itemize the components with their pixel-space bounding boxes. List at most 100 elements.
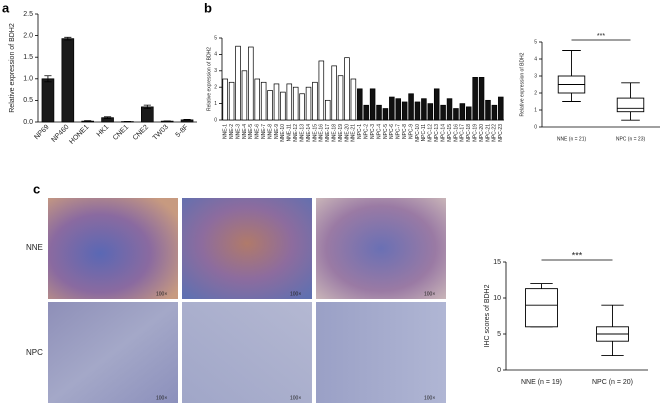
magnification: 100× [156, 291, 167, 297]
y-axis-label: Relative expression of BDH2 [206, 47, 212, 111]
x-tick-label: NPC-9 [408, 124, 414, 139]
x-tick-label: NNE-14 [306, 124, 312, 142]
x-tick-label: CNE2 [132, 124, 150, 142]
x-tick-label: NNE (n = 21) [557, 136, 587, 142]
bar [324, 99, 331, 121]
x-tick-label: NPC-23 [498, 124, 504, 142]
error-bar [84, 120, 92, 122]
bar [408, 93, 414, 121]
whisker-high [621, 82, 640, 99]
bar [465, 106, 472, 121]
y-tick-label: 2.0 [23, 32, 33, 39]
y-tick-label: 5 [214, 35, 217, 41]
micrograph [182, 302, 312, 403]
error-bar [183, 119, 191, 121]
box [616, 97, 645, 113]
x-tick-label: NNE-15 [312, 124, 318, 142]
x-tick-label: HK1 [96, 124, 111, 139]
bar [376, 104, 382, 121]
x-tick-label: NNE-5 [248, 124, 254, 139]
x-tick-label: NNE-8 [267, 124, 273, 139]
panel-label: b [204, 0, 212, 15]
x-tick-label: NNE-2 [229, 124, 235, 139]
x-tick-label: NNE-3 [235, 124, 241, 139]
magnification: 100× [290, 291, 301, 297]
x-tick-label: NNE-13 [299, 124, 305, 142]
x-tick-label: NNE-18 [331, 124, 337, 142]
bar [433, 88, 440, 121]
x-tick-label: NNE-4 [242, 124, 248, 139]
x-tick-label: NNE-1 [223, 124, 229, 139]
whisker-low [601, 341, 624, 357]
y-tick-label: 0.5 [23, 97, 33, 104]
x-tick-label: NPC-21 [485, 124, 491, 142]
x-tick-label: NPC-19 [472, 124, 478, 142]
bar [305, 86, 312, 121]
y-tick-label: 4 [534, 56, 537, 62]
y-tick-label: 1.0 [23, 76, 33, 83]
bar [292, 86, 299, 121]
x-tick-label: NNE-6 [255, 124, 261, 139]
y-tick-label: 0.0 [23, 119, 33, 126]
bar [485, 99, 491, 121]
x-tick-label: NPC-22 [492, 124, 498, 142]
x-tick-label: NPC-20 [479, 124, 485, 142]
magnification: 100× [424, 291, 435, 297]
bar [498, 96, 504, 121]
bar [280, 91, 286, 121]
x-tick-label: NNE-16 [319, 124, 325, 142]
bar [267, 90, 273, 121]
x-tick-label: NNE-9 [274, 124, 280, 139]
y-tick-label: 5 [497, 331, 501, 338]
bar [41, 78, 55, 123]
x-tick-label: NPC-8 [402, 124, 408, 139]
y-tick-label: 4 [214, 52, 217, 58]
bar [248, 46, 254, 121]
significance: *** [597, 33, 605, 40]
bar [344, 57, 350, 121]
x-tick-label: NNE-11 [287, 124, 293, 142]
micrographs: NNE NPC 100× 100× 100× 100× 100× 100× [26, 198, 446, 403]
bar [440, 104, 446, 121]
y-tick-label: 3 [534, 73, 537, 79]
y-tick-label: 0 [214, 117, 217, 123]
bar [222, 78, 228, 121]
bar [382, 108, 389, 121]
x-tick-label: TW03 [152, 124, 170, 142]
whisker-high [530, 283, 553, 289]
bar [235, 45, 241, 121]
y-tick-label: 2 [534, 90, 537, 96]
x-tick-label: NNE-19 [338, 124, 344, 142]
error-bar [143, 104, 151, 110]
x-tick-label: NPC-10 [415, 124, 421, 142]
y-tick-label: 1 [534, 107, 537, 113]
y-axis-label: Relative expression of BDH2 [9, 23, 16, 113]
bar [363, 104, 369, 121]
y-tick-label: 15 [493, 259, 501, 266]
x-tick-label: NNE-12 [293, 124, 299, 142]
error-bar [103, 116, 112, 119]
magnification: 100× [424, 395, 435, 401]
x-tick-label: NNE-21 [351, 124, 357, 142]
x-tick-label: NPC-4 [376, 124, 382, 139]
bar [337, 75, 344, 121]
y-tick-label: 1 [214, 101, 217, 107]
x-tick-label: HONE1 [68, 124, 90, 146]
x-tick-label: NPC-16 [453, 124, 459, 142]
x-tick-label: NPC-5 [383, 124, 389, 139]
x-tick-label: NNE-10 [280, 124, 286, 142]
bar [318, 60, 325, 121]
x-tick-label: NPC-7 [396, 124, 402, 139]
bar [260, 81, 267, 121]
y-tick-label: 0 [497, 367, 501, 374]
bar [395, 98, 402, 121]
significance: *** [572, 250, 583, 260]
bar [369, 88, 376, 121]
micrograph [48, 198, 178, 299]
y-tick-label: 2.5 [23, 11, 33, 18]
bar [357, 88, 363, 121]
x-tick-label: NPC-13 [434, 124, 440, 142]
x-tick-label: NPC (n = 23) [616, 136, 646, 142]
magnification: 100× [156, 395, 167, 401]
bar [254, 78, 261, 121]
